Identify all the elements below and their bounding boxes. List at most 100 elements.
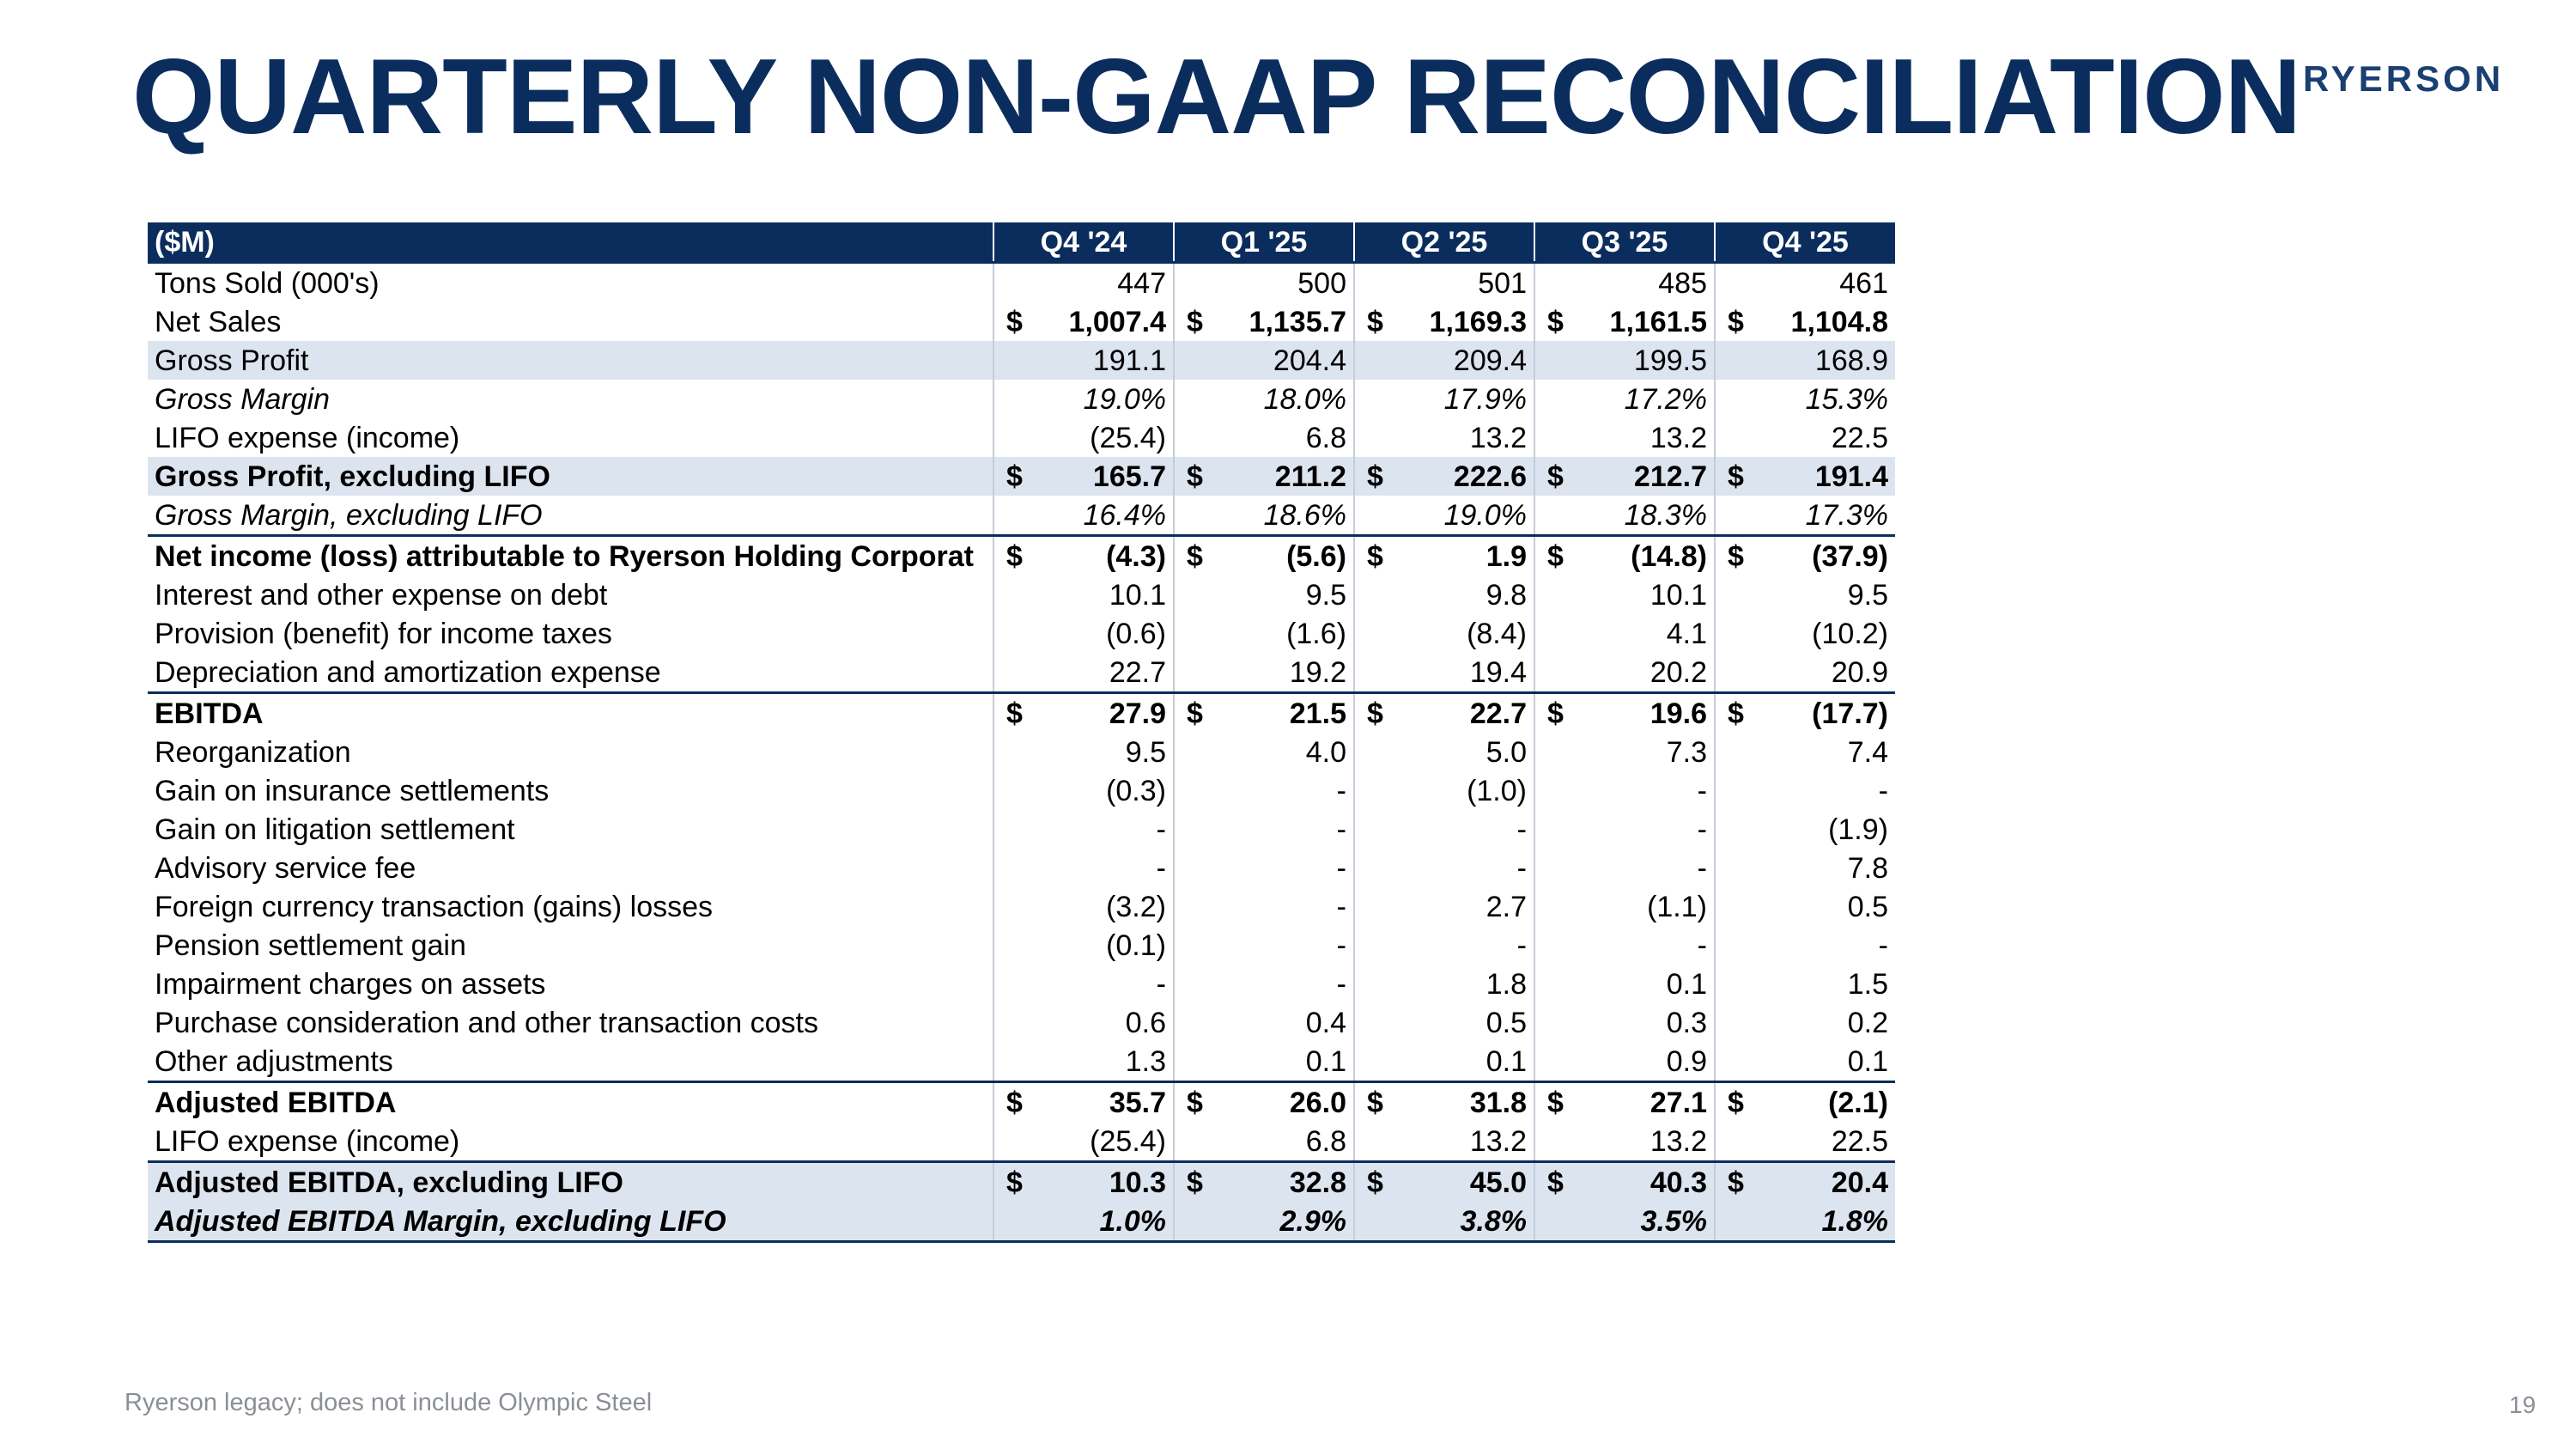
cell-value: -: [1336, 967, 1346, 1001]
value-cell: 199.5: [1534, 341, 1715, 380]
value-cell: 0.1: [1353, 1042, 1534, 1083]
cell-value: 17.3%: [1805, 498, 1888, 532]
value-cell: 15.3%: [1714, 380, 1895, 418]
cell-value: 20.2: [1649, 655, 1707, 689]
cell-value: 7.3: [1666, 735, 1707, 769]
cell-value: 199.5: [1633, 344, 1707, 377]
value-cell: 0.1: [1534, 965, 1715, 1003]
value-cell: $1,135.7: [1173, 302, 1354, 341]
table-row: Foreign currency transaction (gains) los…: [148, 887, 1895, 926]
value-cell: $1,007.4: [993, 302, 1174, 341]
value-cell: 0.6: [993, 1003, 1174, 1042]
cell-value: 32.8: [1289, 1166, 1346, 1199]
value-cell: -: [1353, 810, 1534, 849]
value-cell: (25.4): [993, 1122, 1174, 1163]
currency-symbol: $: [1547, 697, 1564, 730]
cell-value: 0.6: [1125, 1006, 1166, 1039]
value-cell: -: [1353, 926, 1534, 965]
cell-value: 18.6%: [1263, 498, 1346, 532]
cell-value: -: [1336, 890, 1346, 923]
cell-value: 0.4: [1305, 1006, 1346, 1039]
value-cell: 10.1: [1534, 575, 1715, 614]
value-cell: 447: [993, 262, 1174, 302]
cell-value: 0.1: [1847, 1044, 1888, 1078]
cell-value: 212.7: [1633, 460, 1707, 493]
currency-symbol: $: [1187, 305, 1203, 338]
value-cell: 0.4: [1173, 1003, 1354, 1042]
cell-value: -: [1156, 967, 1166, 1001]
cell-value: 461: [1839, 266, 1888, 300]
currency-symbol: $: [1187, 1086, 1203, 1119]
cell-value: 0.1: [1485, 1044, 1527, 1078]
column-header-quarter: Q2 '25: [1353, 222, 1534, 264]
row-label: Gain on insurance settlements: [155, 774, 550, 807]
cell-value: 31.8: [1469, 1086, 1527, 1119]
value-cell: $1.9: [1353, 535, 1534, 575]
cell-value: 20.9: [1831, 655, 1888, 689]
cell-value: 9.5: [1125, 735, 1166, 769]
value-cell: 22.5: [1714, 1122, 1895, 1163]
column-header-quarter: Q1 '25: [1173, 222, 1354, 264]
cell-value: 211.2: [1274, 460, 1346, 493]
value-cell: $45.0: [1353, 1161, 1534, 1202]
cell-value: 9.5: [1305, 578, 1346, 612]
cell-value: -: [1697, 928, 1707, 962]
cell-value: 10.1: [1649, 578, 1707, 612]
column-header-quarter: Q3 '25: [1534, 222, 1715, 264]
table-body: Tons Sold (000's) 447 500 501 485 461 Net Sale…: [148, 262, 1895, 1243]
cell-value: 1.9: [1485, 539, 1527, 573]
cell-value: 10.1: [1109, 578, 1166, 612]
currency-symbol: $: [1006, 305, 1023, 338]
value-cell: -: [1173, 810, 1354, 849]
value-cell: (25.4): [993, 418, 1174, 457]
value-cell: 1.8: [1353, 965, 1534, 1003]
row-label: Net income (loss) attributable to Ryerso…: [155, 539, 974, 573]
cell-value: 5.0: [1485, 735, 1527, 769]
value-cell: 2.9%: [1173, 1202, 1354, 1243]
table-row: Advisory service fee - - - - 7.8: [148, 849, 1895, 887]
value-cell: (10.2): [1714, 614, 1895, 653]
value-cell: $20.4: [1714, 1161, 1895, 1202]
column-header-quarter: Q4 '24: [993, 222, 1174, 264]
value-cell: 0.9: [1534, 1042, 1715, 1083]
value-cell: 168.9: [1714, 341, 1895, 380]
cell-value: (5.6): [1286, 539, 1346, 573]
cell-value: 1,135.7: [1249, 305, 1346, 338]
cell-value: (0.1): [1106, 928, 1166, 962]
currency-symbol: $: [1006, 697, 1023, 730]
value-cell: (8.4): [1353, 614, 1534, 653]
value-cell: (0.6): [993, 614, 1174, 653]
cell-value: -: [1336, 774, 1346, 807]
value-cell: 0.1: [1173, 1042, 1354, 1083]
cell-value: 27.9: [1109, 697, 1166, 730]
currency-symbol: $: [1367, 1086, 1383, 1119]
cell-value: 3.8%: [1460, 1204, 1528, 1238]
value-cell: 9.8: [1353, 575, 1534, 614]
value-cell: -: [1173, 926, 1354, 965]
value-cell: 1.3: [993, 1042, 1174, 1083]
cell-value: (25.4): [1090, 1124, 1166, 1158]
value-cell: $22.7: [1353, 692, 1534, 733]
currency-symbol: $: [1728, 305, 1744, 338]
value-cell: $ (17.7): [1714, 692, 1895, 733]
cell-value: 1,161.5: [1609, 305, 1707, 338]
page-number: 19: [2509, 1391, 2537, 1418]
row-label: Purchase consideration and other transac…: [155, 1006, 819, 1039]
value-cell: -: [1714, 771, 1895, 810]
value-cell: 461: [1714, 262, 1895, 302]
cell-value: 26.0: [1289, 1086, 1346, 1119]
footnote: Ryerson legacy; does not include Olympic…: [125, 1389, 653, 1416]
cell-value: 27.1: [1649, 1086, 1707, 1119]
value-cell: 4.1: [1534, 614, 1715, 653]
cell-value: 1.0%: [1099, 1204, 1167, 1238]
value-cell: $165.7: [993, 457, 1174, 496]
cell-value: (3.2): [1106, 890, 1166, 923]
table-row: EBITDA $27.9 $21.5 $22.7 $19.6 $ (17.7): [148, 692, 1895, 733]
table-row: Gross Margin, excluding LIFO 16.4% 18.6% 19…: [148, 496, 1895, 537]
value-cell: 485: [1534, 262, 1715, 302]
row-label: Adjusted EBITDA Margin, excluding LIFO: [148, 1202, 993, 1243]
value-cell: 17.3%: [1714, 496, 1895, 537]
cell-value: -: [1516, 851, 1527, 885]
table-row: Gross Margin 19.0% 18.0% 17.9% 17.2% 15.3%: [148, 380, 1895, 418]
currency-symbol: $: [1728, 1086, 1744, 1119]
